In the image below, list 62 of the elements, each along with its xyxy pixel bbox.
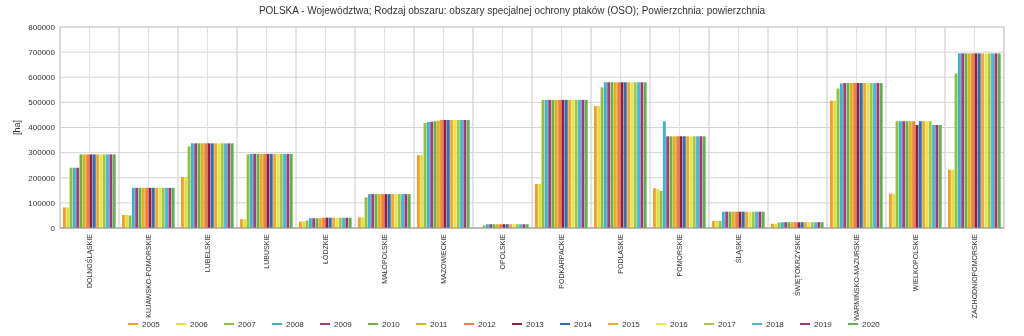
legend-label: 2010 bbox=[382, 319, 401, 329]
y-tick-label: 0 bbox=[50, 223, 56, 233]
bar bbox=[603, 82, 607, 228]
legend-label: 2012 bbox=[478, 319, 497, 329]
legend-label: 2013 bbox=[526, 319, 545, 329]
bar bbox=[954, 73, 958, 228]
bar bbox=[76, 167, 80, 228]
bar bbox=[947, 169, 951, 228]
bar bbox=[951, 169, 955, 228]
legend-label: 2018 bbox=[766, 319, 785, 329]
bar bbox=[66, 207, 70, 228]
bar bbox=[243, 219, 247, 228]
bar bbox=[593, 106, 597, 228]
legend-label: 2007 bbox=[238, 319, 257, 329]
legend-label: 2006 bbox=[190, 319, 209, 329]
bar bbox=[131, 187, 135, 228]
bar bbox=[239, 219, 243, 228]
legend-label: 2017 bbox=[718, 319, 737, 329]
bar bbox=[597, 106, 601, 228]
bar bbox=[534, 184, 538, 228]
bar bbox=[957, 53, 961, 228]
bar bbox=[918, 121, 922, 228]
bar bbox=[361, 217, 365, 228]
bar bbox=[839, 83, 843, 228]
bar bbox=[888, 193, 892, 228]
bar bbox=[420, 155, 424, 228]
bar bbox=[416, 155, 420, 228]
bar bbox=[892, 193, 896, 228]
y-tick-label: 300000 bbox=[28, 148, 56, 158]
bar bbox=[829, 100, 833, 228]
legend-label: 2019 bbox=[814, 319, 833, 329]
bar bbox=[600, 87, 604, 228]
bar bbox=[721, 211, 725, 228]
legend-label: 2008 bbox=[286, 319, 305, 329]
y-tick-label: 700000 bbox=[28, 47, 56, 57]
y-tick-label: 400000 bbox=[28, 123, 56, 133]
legend-label: 2009 bbox=[334, 319, 353, 329]
bar bbox=[538, 184, 542, 228]
legend-label: 2014 bbox=[574, 319, 593, 329]
y-tick-label: 200000 bbox=[28, 173, 56, 183]
y-tick-label: 500000 bbox=[28, 98, 56, 108]
y-tick-label: 100000 bbox=[28, 198, 56, 208]
bar bbox=[836, 88, 840, 228]
bar bbox=[298, 221, 302, 228]
bar bbox=[184, 177, 188, 228]
bar bbox=[662, 121, 666, 228]
bar bbox=[912, 121, 916, 228]
y-axis-title: [ha] bbox=[12, 119, 22, 136]
bar bbox=[62, 207, 66, 228]
y-tick-label: 600000 bbox=[28, 73, 56, 83]
bar bbox=[833, 100, 837, 228]
bar bbox=[121, 214, 125, 228]
chart-title: POLSKA - Województwa; Rodzaj obszaru: obszary specjalnej ochrony ptaków (OSO); Powierzchnia: powierzchnia bbox=[258, 5, 766, 16]
y-tick-label: 800000 bbox=[28, 22, 56, 32]
bar bbox=[357, 217, 361, 228]
legend-label: 2015 bbox=[622, 319, 641, 329]
legend-label: 2005 bbox=[142, 319, 161, 329]
legend-label: 2011 bbox=[430, 319, 448, 329]
legend-label: 2016 bbox=[670, 319, 689, 329]
bar bbox=[652, 188, 656, 228]
bar bbox=[180, 177, 184, 228]
legend-label: 2020 bbox=[862, 319, 881, 329]
